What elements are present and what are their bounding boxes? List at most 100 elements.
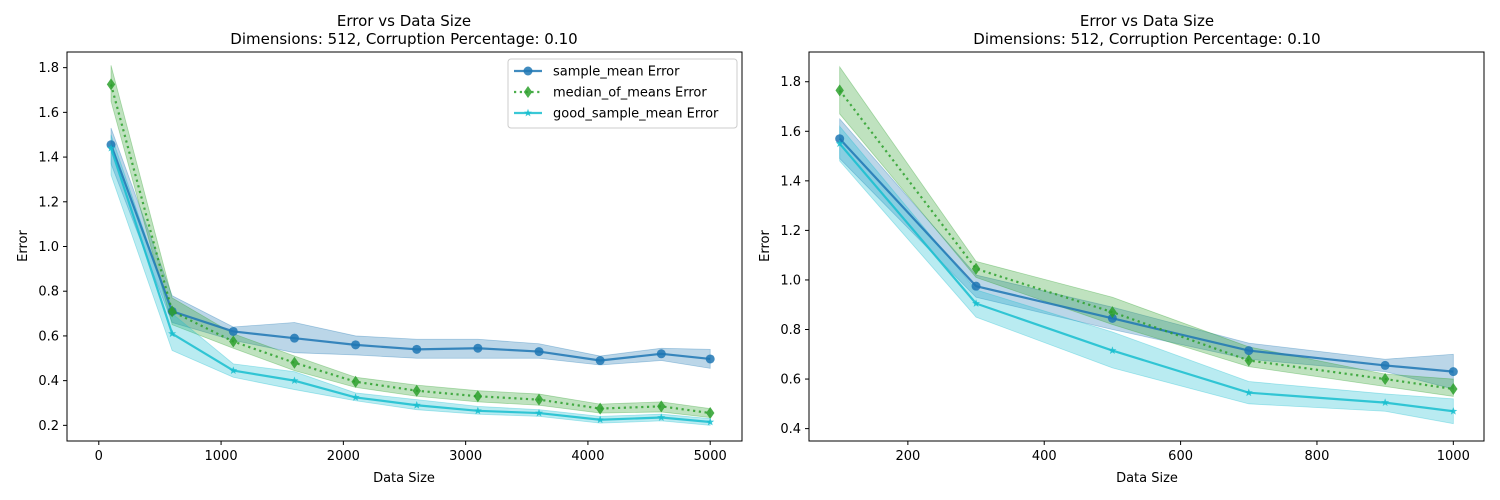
right-plot: Error vs Data Size Dimensions: 512, Corr… <box>758 12 1485 486</box>
right-plot-axes-frame <box>808 51 1485 442</box>
left-plot-point-series-2 <box>351 393 360 401</box>
right-plot-line-series-0 <box>838 137 1454 373</box>
left-plot-point-series-1 <box>412 384 421 397</box>
left-plot-point-series-2 <box>706 417 715 426</box>
left-plot-point-series-1 <box>534 393 544 406</box>
right-plot-band-series-2 <box>839 125 1454 425</box>
left-plot-x-tick-label: 2000 <box>327 449 360 464</box>
right-plot-point-series-1 <box>1380 373 1390 386</box>
left-plot-point-series-2 <box>168 329 177 338</box>
left-plot: Error vs Data Size Dimensions: 512, Corr… <box>16 12 743 486</box>
right-plot-point-series-2 <box>835 139 844 148</box>
right-plot-line-series-1 <box>838 89 1454 391</box>
left-plot-point-series-1 <box>290 356 299 369</box>
right-plot-y-axis-label: Error <box>758 230 773 262</box>
right-plot-point-series-2 <box>1244 388 1253 397</box>
right-plot-title-line1: Error vs Data Size <box>1080 12 1214 30</box>
left-plot-legend-label: sample_mean Error <box>553 65 680 80</box>
right-plot-y-tick-label: 0.6 <box>780 373 801 388</box>
left-plot-x-tick-label: 4000 <box>571 449 604 464</box>
left-plot-point-series-2 <box>107 143 116 152</box>
right-plot-title-line2: Dimensions: 512, Corruption Percentage: … <box>973 30 1320 48</box>
left-plot-x-tick-label: 3000 <box>449 449 482 464</box>
left-plot-point-series-1 <box>167 305 177 318</box>
left-plot-point-series-2 <box>229 366 238 374</box>
right-plot-y-tick-label: 1.2 <box>780 224 801 239</box>
left-plot-title-line2: Dimensions: 512, Corruption Percentage: … <box>230 30 577 48</box>
left-plot-x-tick-label: 5000 <box>694 449 727 464</box>
left-plot-y-tick-label: 1.6 <box>38 106 59 121</box>
right-plot-y-tick-label: 0.4 <box>780 422 801 437</box>
right-plot-x-axis-label: Data Size <box>1116 471 1178 486</box>
right-plot-x-tick-label: 400 <box>1032 449 1057 464</box>
left-plot-x-axis-label: Data Size <box>373 471 435 486</box>
left-plot-y-axis-label: Error <box>16 230 31 262</box>
right-plot-point-series-0 <box>835 134 845 144</box>
right-plot-point-series-1 <box>1449 382 1458 395</box>
right-plot-point-series-0 <box>1244 346 1254 356</box>
right-plot-x-tick-label: 1000 <box>1437 449 1470 464</box>
left-plot-y-tick-label: 1.0 <box>38 240 59 255</box>
left-plot-legend-label: median_of_means Error <box>553 86 707 101</box>
right-plot-line-series-2 <box>838 142 1454 413</box>
right-plot-y-tick-label: 1.6 <box>780 125 801 140</box>
right-plot-point-series-0 <box>1107 313 1117 323</box>
left-plot-legend-label: good_sample_mean Error <box>553 107 719 122</box>
left-plot-point-series-1 <box>351 375 360 388</box>
left-plot-x-tick-label: 1000 <box>205 449 238 464</box>
right-plot-point-series-0 <box>1448 367 1458 377</box>
right-plot-x-tick-label: 800 <box>1305 449 1330 464</box>
left-plot-title-line1: Error vs Data Size <box>337 12 471 30</box>
right-plot-point-series-2 <box>1381 398 1390 406</box>
left-plot-point-series-2 <box>596 415 605 424</box>
right-plot-y-tick-label: 1.0 <box>780 273 801 288</box>
left-plot-point-series-1 <box>106 78 116 91</box>
right-plot-point-series-1 <box>1244 354 1253 367</box>
left-plot-legend-swatch-marker <box>524 108 532 117</box>
left-plot-point-series-2 <box>290 376 299 385</box>
right-plot-ticks: 200 400 600 800 1000 0.4 0.6 0.8 1.0 1.2 1.4 1.6 1.8 <box>780 75 1470 464</box>
left-plot-point-series-2 <box>473 406 482 415</box>
right-plot-y-tick-label: 1.4 <box>780 174 801 189</box>
left-plot-point-series-0 <box>473 343 483 353</box>
left-plot-legend-swatch-marker <box>523 86 533 98</box>
left-plot-point-series-1 <box>706 407 715 420</box>
left-plot-y-tick-label: 0.8 <box>38 285 59 300</box>
left-plot-x-tick-label: 0 <box>95 449 103 464</box>
left-plot-point-series-0 <box>656 349 666 359</box>
right-plot-x-tick-label: 200 <box>895 449 920 464</box>
left-plot-legend-box <box>507 58 738 129</box>
left-plot-point-series-1 <box>473 390 483 403</box>
right-plot-point-series-1 <box>971 262 981 275</box>
left-plot-y-tick-label: 0.6 <box>38 329 59 344</box>
left-plot-point-series-0 <box>595 356 605 366</box>
left-plot-point-series-2 <box>535 408 544 417</box>
left-plot-point-series-0 <box>351 340 361 350</box>
left-plot-point-series-1 <box>595 402 605 415</box>
left-plot-point-series-0 <box>228 326 238 336</box>
left-plot-point-series-0 <box>534 347 544 357</box>
left-plot-point-series-0 <box>412 344 422 354</box>
left-plot-line-series-2 <box>109 147 711 424</box>
left-plot-point-series-1 <box>229 335 238 348</box>
left-plot-y-tick-label: 0.4 <box>38 374 59 389</box>
left-plot-y-tick-label: 1.4 <box>38 151 59 166</box>
right-plot-y-tick-label: 1.8 <box>780 75 801 90</box>
right-plot-point-series-0 <box>1380 360 1390 370</box>
left-plot-point-series-0 <box>289 333 299 343</box>
left-plot-ticks: 0 1000 2000 3000 4000 5000 0.2 0.4 0.6 0.8 1.0 1.2 1… <box>38 61 726 464</box>
right-plot-point-series-2 <box>972 299 981 307</box>
left-plot-point-series-0 <box>705 354 715 364</box>
left-plot-band-series-2 <box>110 134 711 426</box>
right-plot-band-series-1 <box>839 65 1454 397</box>
left-plot-axes-frame <box>66 51 743 442</box>
right-plot-x-tick-label: 600 <box>1168 449 1193 464</box>
left-plot-band-series-0 <box>110 127 711 369</box>
left-plot-y-tick-label: 0.2 <box>38 419 59 434</box>
left-plot-legend: sample_mean Error median_of_means Error go… <box>507 58 738 129</box>
right-plot-point-series-1 <box>1108 306 1117 319</box>
right-plot-point-series-2 <box>1449 407 1458 415</box>
left-plot-y-tick-label: 1.2 <box>38 195 59 210</box>
left-plot-y-tick-label: 1.8 <box>38 61 59 76</box>
